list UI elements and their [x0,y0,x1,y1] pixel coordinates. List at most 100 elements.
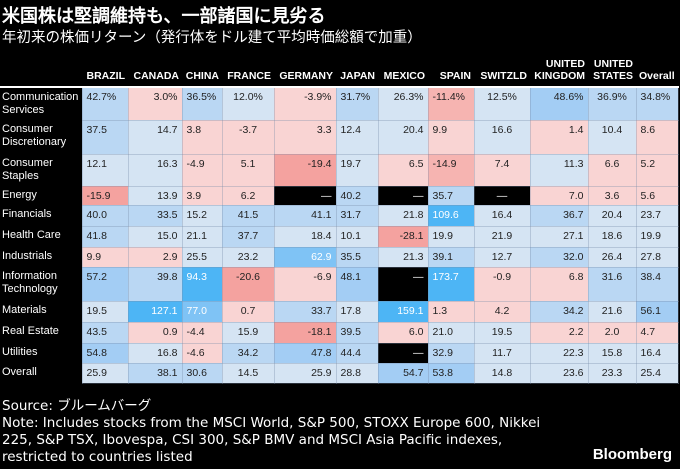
data-cell: 11.3 [529,153,589,187]
data-cell: 43.5 [81,321,129,344]
data-cell: — [473,185,531,206]
data-cell: 23.3 [587,362,637,384]
data-cell: 159.1 [377,300,429,323]
corner-header [0,56,82,88]
table-row: Industrials 9.9 2.9 25.5 23.2 62.9 35.5 21.3 39.… [0,246,679,268]
data-cell: 54.7 [377,362,429,384]
data-cell: 21.0 [427,321,475,344]
data-cell: -14.9 [427,153,475,187]
column-header: CANADA [128,56,182,88]
data-cell: 41.8 [81,225,129,248]
data-cell: 0.7 [221,300,275,323]
column-header: UNITED KINGDOM [530,56,588,88]
data-cell: — [273,185,337,206]
data-cell: 23.7 [635,204,679,227]
table-row: Consumer Staples 12.1 16.3 -4.9 5.1 -19.4 19.7… [0,153,679,187]
data-cell: 18.4 [273,225,337,248]
table-row: Energy -15.9 13.9 3.9 6.2—40.2—35.7—7.0 3.6 5.… [0,185,679,206]
table-row: Health Care 41.8 15.0 21.1 37.7 18.4 10.1 -28.1… [0,225,679,248]
chart-subtitle: 年初来の株価リターン（発行体をドル建て平均時価総額で加重） [2,30,422,46]
data-cell: 11.7 [473,342,531,364]
data-cell: 22.3 [529,342,589,364]
data-cell: 25.9 [81,362,129,384]
data-cell: 3.8 [181,119,223,155]
row-label: Consumer Staples [0,154,82,186]
row-label: Consumer Discretionary [0,120,82,154]
column-header: FRANCE [222,56,274,88]
data-cell: 47.8 [273,342,337,364]
row-label: Financials [0,205,82,226]
data-cell: 13.9 [127,185,183,206]
data-cell: 12.4 [335,119,379,155]
data-cell: 39.8 [127,266,183,302]
data-cell: 16.8 [127,342,183,364]
data-cell: 27.8 [635,246,679,268]
data-cell: 16.6 [473,119,531,155]
data-cell: 15.8 [587,342,637,364]
data-cell: 31.6 [587,266,637,302]
table-row: Financials 40.0 33.5 15.2 41.5 41.1 31.7 21.8 10… [0,204,679,227]
footnotes: Source: ブルームバーグ Note: Includes stocks fr… [2,398,562,466]
row-label: Real Estate [0,322,82,343]
data-cell: 48.1 [335,266,379,302]
data-cell: 20.4 [377,119,429,155]
data-cell: 18.6 [587,225,637,248]
data-cell: 1.4 [529,119,589,155]
row-label: Health Care [0,226,82,247]
data-cell: 27.1 [529,225,589,248]
data-cell: 26.4 [587,246,637,268]
data-cell: 19.5 [81,300,129,323]
source-text: Source: ブルームバーグ [2,398,152,414]
data-cell: 2.0 [587,321,637,344]
data-cell: 23.6 [529,362,589,384]
data-cell: 33.5 [127,204,183,227]
data-cell: -4.4 [181,321,223,344]
data-cell: 14.7 [127,119,183,155]
data-cell: 21.6 [587,300,637,323]
data-cell: 21.9 [473,225,531,248]
data-cell: -3.7 [221,119,275,155]
data-cell: — [377,185,429,206]
bloomberg-logo: Bloomberg [592,446,672,463]
data-cell: 173.7 [427,266,475,302]
data-cell: 109.6 [427,204,475,227]
note-text: Note: Includes stocks from the MSCI Worl… [2,415,541,465]
data-cell: 5.6 [635,185,679,206]
table-row: Utilities 54.8 16.8 -4.6 34.2 47.8 44.4—32.9 11… [0,342,679,364]
data-cell: 4.7 [635,321,679,344]
data-cell: 25.5 [181,246,223,268]
column-header: BRAZIL [82,56,128,88]
data-cell: 3.6 [587,185,637,206]
row-label: Information Technology [0,267,82,301]
data-cell: -4.9 [181,153,223,187]
data-cell: — [377,342,429,364]
data-cell: 25.4 [635,362,679,384]
data-cell: 48.6% [529,86,589,121]
data-cell: 38.1 [127,362,183,384]
data-cell: 40.2 [335,185,379,206]
data-cell: 57.2 [81,266,129,302]
table-row: Overall 25.9 38.1 30.6 14.5 25.9 28.8 54.7 53.8 1… [0,362,679,384]
data-cell: 16.4 [473,204,531,227]
data-cell: 53.8 [427,362,475,384]
data-cell: 62.9 [273,246,337,268]
data-cell: 37.7 [221,225,275,248]
table-row: Consumer Discretionary 37.5 14.7 3.8 -3.7 3.3… [0,119,679,155]
data-cell: 94.3 [181,266,223,302]
data-cell: 17.8 [335,300,379,323]
data-cell: 20.4 [587,204,637,227]
data-cell: 5.2 [635,153,679,187]
row-label: Industrials [0,247,82,267]
data-cell: 56.1 [635,300,679,323]
table-row: Information Technology 57.2 39.8 94.3 -20.6-… [0,266,679,302]
data-cell: 9.9 [427,119,475,155]
data-cell: 9.9 [81,246,129,268]
data-cell: 2.9 [127,246,183,268]
data-cell: 19.5 [473,321,531,344]
column-header: SPAIN [428,56,474,88]
data-cell: 7.0 [529,185,589,206]
data-cell: 26.3% [377,86,429,121]
table-row: Communication Services 42.7% 3.0% 36.5% 12.0… [0,86,679,121]
data-cell: 35.7 [427,185,475,206]
data-cell: 30.6 [181,362,223,384]
